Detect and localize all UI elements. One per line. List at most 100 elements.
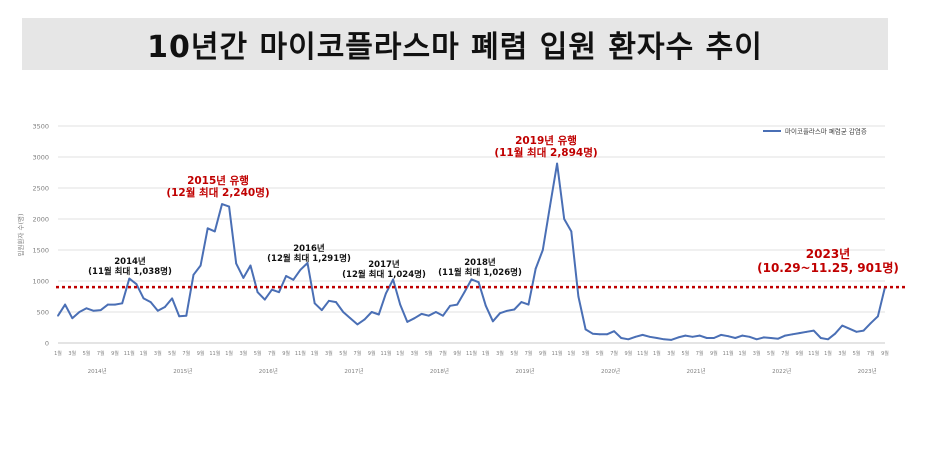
x-tick-label: 3월 (753, 350, 761, 357)
title-banner: 10년간 마이코플라스마 폐렴 입원 환자수 추이 (22, 18, 888, 70)
data-point (434, 311, 437, 313)
x-tick-label: 7월 (525, 350, 533, 357)
data-point (620, 337, 623, 339)
x-tick-label: 11월 (295, 350, 306, 357)
y-tick-label: 0 (45, 340, 49, 348)
data-point (698, 334, 701, 337)
data-point (256, 291, 259, 294)
x-tick-label: 3월 (838, 350, 846, 357)
data-point (791, 333, 794, 336)
data-point (263, 298, 266, 301)
x-tick-label: 7월 (610, 350, 618, 357)
data-point (556, 162, 558, 165)
data-point (442, 314, 444, 317)
x-year-label: 2018년 (430, 367, 449, 375)
data-point (370, 311, 373, 313)
data-point (427, 314, 430, 317)
x-tick-label: 1월 (482, 350, 490, 357)
data-point (399, 303, 402, 306)
x-year-label: 2021년 (687, 367, 706, 375)
data-point (499, 312, 501, 315)
data-point (320, 309, 323, 312)
data-point (449, 304, 452, 307)
data-point (805, 330, 808, 333)
data-point (285, 275, 288, 277)
x-year-label: 2014년 (88, 367, 107, 375)
annotation-label: (12월 최대 1,024명) (342, 269, 426, 280)
grid-lines (58, 125, 885, 344)
x-tick-label: 1월 (54, 350, 62, 357)
x-tick-label: 9월 (539, 350, 547, 357)
data-point (356, 323, 359, 326)
data-point (541, 249, 544, 251)
data-point (185, 314, 188, 317)
data-point (484, 304, 487, 307)
x-tick-label: 3월 (154, 350, 162, 357)
data-point (734, 337, 737, 339)
x-tick-label: 5월 (767, 350, 775, 357)
data-point (235, 262, 238, 265)
y-tick-label: 2500 (32, 185, 49, 193)
data-point (677, 336, 680, 339)
data-point (470, 278, 473, 281)
data-point (242, 277, 245, 279)
x-tick-label: 9월 (282, 350, 290, 357)
data-point (213, 230, 216, 233)
y-tick-label: 3500 (32, 123, 49, 131)
data-point (591, 332, 594, 335)
x-tick-label: 3월 (496, 350, 504, 357)
data-point (491, 320, 494, 323)
data-point (420, 312, 423, 315)
legend: 마이코플라스마 폐렴균 감염증 (763, 127, 867, 136)
data-point (648, 335, 651, 338)
x-tick-label: 1월 (653, 350, 661, 357)
data-point (85, 307, 88, 310)
data-point (121, 302, 124, 305)
data-point (755, 338, 758, 341)
x-tick-label: 1월 (739, 350, 747, 357)
x-tick-label: 3월 (325, 350, 333, 357)
annotation-label: (11월 최대 1,026명) (438, 267, 522, 278)
data-point (377, 313, 380, 316)
data-point (670, 339, 673, 341)
x-year-label: 2022년 (772, 367, 791, 375)
x-tick-label: 5월 (425, 350, 433, 357)
data-point (869, 322, 872, 325)
data-point (848, 327, 851, 330)
annotation-label: 2023년 (806, 247, 850, 261)
data-point (349, 317, 352, 320)
x-year-label: 2019년 (515, 367, 534, 375)
data-point (463, 291, 466, 294)
x-tick-label: 9월 (624, 350, 632, 357)
data-point (71, 317, 74, 320)
data-point (513, 308, 516, 311)
data-point (663, 338, 665, 341)
x-tick-label: 11월 (380, 350, 391, 357)
x-year-label: 2017년 (344, 367, 363, 375)
x-tick-label: 11월 (723, 350, 734, 357)
data-point (206, 227, 209, 230)
data-point (456, 303, 459, 306)
x-tick-label: 9월 (710, 350, 718, 357)
x-tick-label: 1월 (140, 350, 148, 357)
x-tick-label: 1월 (396, 350, 404, 357)
data-point (342, 311, 345, 313)
data-point (762, 336, 765, 339)
data-point (78, 311, 81, 313)
data-point (192, 273, 195, 276)
annotation-label: 2016년 (293, 243, 325, 254)
data-point (328, 299, 330, 302)
data-point (413, 317, 416, 320)
data-point (549, 205, 551, 208)
x-tick-label: 3월 (582, 350, 590, 357)
data-point (691, 335, 694, 338)
data-point (57, 314, 59, 317)
annotation-label: 2014년 (114, 256, 146, 267)
data-point (128, 277, 131, 280)
annotation-label: 2017년 (368, 259, 400, 270)
data-point (135, 283, 138, 285)
data-point (655, 337, 658, 339)
x-tick-label: 9월 (197, 350, 205, 357)
y-tick-label: 500 (37, 309, 49, 317)
